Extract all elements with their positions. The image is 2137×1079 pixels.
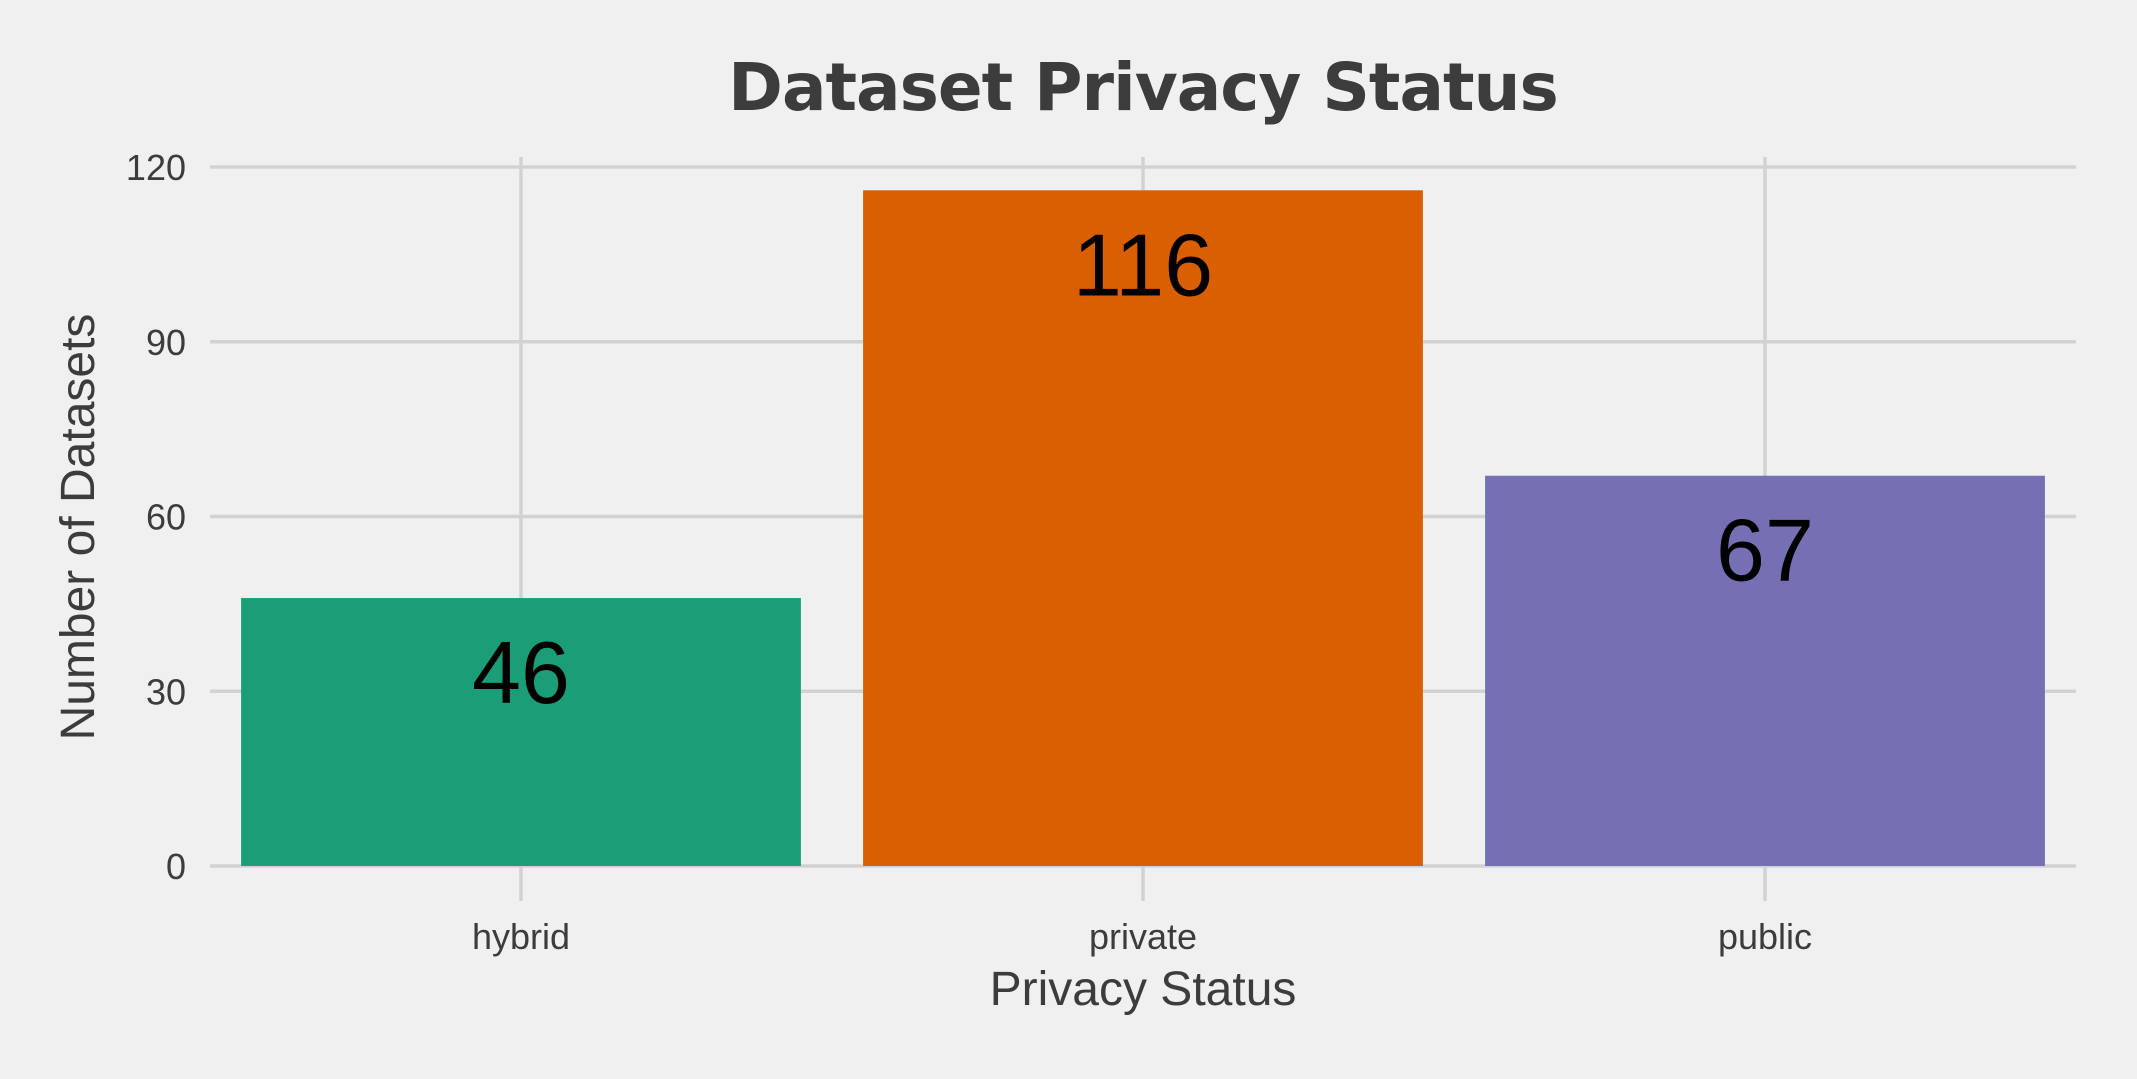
tick-labels: 0 30 60 90 120 hybrid private public — [126, 147, 1812, 957]
x-tick-label: private — [1089, 916, 1197, 957]
x-tick-label: public — [1718, 916, 1812, 957]
chart-title: Dataset Privacy Status — [728, 49, 1558, 126]
y-tick-label: 90 — [146, 322, 186, 363]
data-label-hybrid: 46 — [472, 623, 570, 722]
y-tick-label: 30 — [146, 671, 186, 712]
y-tick-label: 60 — [146, 497, 186, 538]
bar-public — [1485, 475, 2045, 866]
bar-private — [863, 190, 1423, 867]
x-tick-label: hybrid — [472, 916, 570, 957]
y-axis-title: Number of Datasets — [52, 314, 105, 741]
y-tick-label: 120 — [126, 147, 186, 188]
bars — [241, 190, 2045, 867]
data-labels: 46 116 67 — [472, 215, 1814, 722]
y-tick-label: 0 — [166, 846, 186, 887]
data-label-private: 116 — [1073, 215, 1213, 314]
bar-hybrid — [241, 598, 801, 866]
x-axis-title: Privacy Status — [990, 963, 1297, 1016]
data-label-public: 67 — [1716, 501, 1814, 600]
